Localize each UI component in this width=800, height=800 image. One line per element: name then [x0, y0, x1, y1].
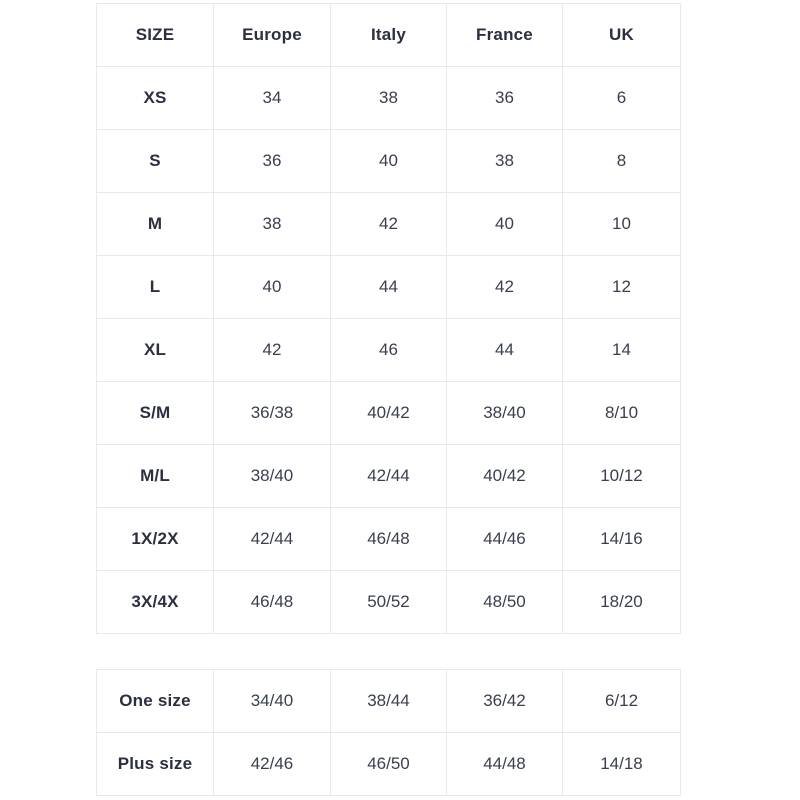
one-size-plus-size-table: One size 34/40 38/44 36/42 6/12 Plus siz… [96, 669, 681, 796]
cell-france: 40 [446, 192, 563, 256]
table-body: XS 34 38 36 6 S 36 40 38 8 M 38 42 40 10 [96, 66, 681, 634]
cell-italy: 46/48 [330, 507, 447, 571]
cell-italy: 50/52 [330, 570, 447, 634]
cell-italy: 38 [330, 66, 447, 130]
table-header: SIZE Europe Italy France UK [96, 3, 681, 67]
table-row: Plus size 42/46 46/50 44/48 14/18 [96, 732, 681, 796]
cell-italy: 46 [330, 318, 447, 382]
table-row: M 38 42 40 10 [96, 192, 681, 256]
cell-size: M [96, 192, 214, 256]
cell-uk: 8 [562, 129, 681, 193]
table-row: M/L 38/40 42/44 40/42 10/12 [96, 444, 681, 508]
cell-europe: 34 [213, 66, 331, 130]
size-conversion-table: SIZE Europe Italy France UK XS 34 38 36 … [96, 3, 681, 634]
cell-italy: 44 [330, 255, 447, 319]
cell-france: 44/46 [446, 507, 563, 571]
column-header-size: SIZE [96, 3, 214, 67]
cell-uk: 14/16 [562, 507, 681, 571]
cell-france: 38 [446, 129, 563, 193]
table-spacer [96, 634, 680, 669]
table-row: S 36 40 38 8 [96, 129, 681, 193]
cell-europe: 34/40 [213, 669, 331, 733]
cell-size: 3X/4X [96, 570, 214, 634]
cell-italy: 38/44 [330, 669, 447, 733]
cell-europe: 42 [213, 318, 331, 382]
cell-uk: 14/18 [562, 732, 681, 796]
cell-size: M/L [96, 444, 214, 508]
cell-france: 36/42 [446, 669, 563, 733]
cell-uk: 12 [562, 255, 681, 319]
cell-france: 44/48 [446, 732, 563, 796]
table-row: XS 34 38 36 6 [96, 66, 681, 130]
cell-europe: 40 [213, 255, 331, 319]
cell-size: 1X/2X [96, 507, 214, 571]
cell-italy: 40/42 [330, 381, 447, 445]
cell-size: XS [96, 66, 214, 130]
cell-uk: 14 [562, 318, 681, 382]
table-row: One size 34/40 38/44 36/42 6/12 [96, 669, 681, 733]
column-header-uk: UK [562, 3, 681, 67]
cell-size: S/M [96, 381, 214, 445]
cell-france: 48/50 [446, 570, 563, 634]
cell-uk: 10/12 [562, 444, 681, 508]
cell-europe: 36/38 [213, 381, 331, 445]
cell-uk: 6 [562, 66, 681, 130]
cell-size: One size [96, 669, 214, 733]
cell-france: 44 [446, 318, 563, 382]
cell-italy: 42 [330, 192, 447, 256]
cell-france: 36 [446, 66, 563, 130]
cell-size: S [96, 129, 214, 193]
cell-uk: 18/20 [562, 570, 681, 634]
cell-france: 40/42 [446, 444, 563, 508]
cell-europe: 42/44 [213, 507, 331, 571]
size-chart-container: SIZE Europe Italy France UK XS 34 38 36 … [96, 3, 681, 796]
cell-europe: 38/40 [213, 444, 331, 508]
cell-italy: 42/44 [330, 444, 447, 508]
table-row: L 40 44 42 12 [96, 255, 681, 319]
cell-france: 42 [446, 255, 563, 319]
column-header-italy: Italy [330, 3, 447, 67]
cell-size: Plus size [96, 732, 214, 796]
table-row: XL 42 46 44 14 [96, 318, 681, 382]
column-header-france: France [446, 3, 563, 67]
cell-uk: 10 [562, 192, 681, 256]
cell-uk: 8/10 [562, 381, 681, 445]
column-header-europe: Europe [213, 3, 331, 67]
cell-france: 38/40 [446, 381, 563, 445]
cell-italy: 46/50 [330, 732, 447, 796]
cell-europe: 38 [213, 192, 331, 256]
cell-size: L [96, 255, 214, 319]
cell-europe: 46/48 [213, 570, 331, 634]
cell-europe: 36 [213, 129, 331, 193]
cell-uk: 6/12 [562, 669, 681, 733]
cell-europe: 42/46 [213, 732, 331, 796]
table-row: S/M 36/38 40/42 38/40 8/10 [96, 381, 681, 445]
cell-italy: 40 [330, 129, 447, 193]
table-row: 3X/4X 46/48 50/52 48/50 18/20 [96, 570, 681, 634]
header-row: SIZE Europe Italy France UK [96, 3, 681, 67]
table-row: 1X/2X 42/44 46/48 44/46 14/16 [96, 507, 681, 571]
cell-size: XL [96, 318, 214, 382]
alt-table-body: One size 34/40 38/44 36/42 6/12 Plus siz… [96, 669, 681, 796]
